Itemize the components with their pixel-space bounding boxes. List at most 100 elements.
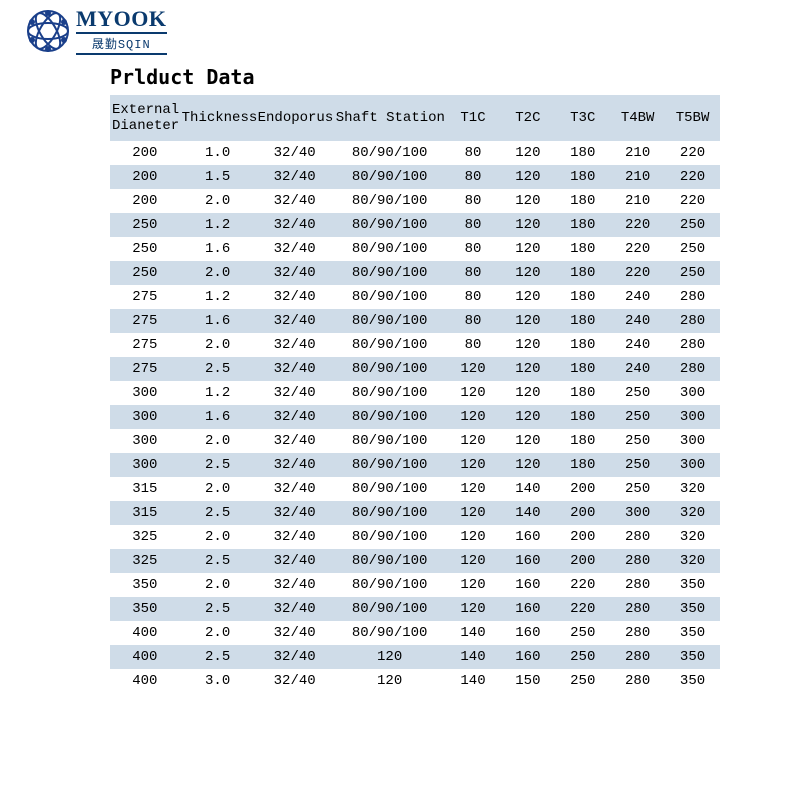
table-cell: 2.5 [180, 453, 256, 477]
table-cell: 300 [610, 501, 665, 525]
table-cell: 280 [610, 549, 665, 573]
table-cell: 300 [665, 429, 720, 453]
table-cell: 275 [110, 333, 180, 357]
table-cell: 200 [555, 525, 610, 549]
table-cell: 2.0 [180, 429, 256, 453]
table-cell: 80/90/100 [334, 237, 446, 261]
table-cell: 325 [110, 549, 180, 573]
table-cell: 80/90/100 [334, 573, 446, 597]
table-cell: 180 [555, 213, 610, 237]
table-cell: 240 [610, 285, 665, 309]
table-cell: 400 [110, 645, 180, 669]
logo-text-block: MYOOK 晟勤SQIN [76, 6, 167, 55]
table-cell: 32/40 [256, 285, 334, 309]
table-cell: 80/90/100 [334, 381, 446, 405]
table-row: 3502.032/4080/90/100120160220280350 [110, 573, 720, 597]
table-cell: 300 [110, 381, 180, 405]
table-row: 2502.032/4080/90/10080120180220250 [110, 261, 720, 285]
table-cell: 200 [555, 501, 610, 525]
table-cell: 2.0 [180, 525, 256, 549]
table-cell: 80/90/100 [334, 285, 446, 309]
product-data-table-wrap: External Dianeter Thickness Endoporus Sh… [110, 95, 720, 693]
table-cell: 250 [610, 429, 665, 453]
table-row: 3001.632/4080/90/100120120180250300 [110, 405, 720, 429]
table-cell: 250 [610, 453, 665, 477]
table-cell: 32/40 [256, 381, 334, 405]
table-cell: 140 [500, 477, 555, 501]
table-cell: 275 [110, 309, 180, 333]
table-row: 2752.032/4080/90/10080120180240280 [110, 333, 720, 357]
table-cell: 2.0 [180, 573, 256, 597]
table-cell: 250 [610, 381, 665, 405]
table-cell: 160 [500, 525, 555, 549]
table-cell: 200 [110, 189, 180, 213]
table-cell: 80/90/100 [334, 453, 446, 477]
table-cell: 32/40 [256, 525, 334, 549]
table-cell: 300 [110, 453, 180, 477]
table-cell: 2.5 [180, 357, 256, 381]
table-cell: 32/40 [256, 405, 334, 429]
table-cell: 350 [665, 645, 720, 669]
table-cell: 120 [446, 573, 501, 597]
table-cell: 120 [446, 405, 501, 429]
table-cell: 180 [555, 141, 610, 165]
table-cell: 80/90/100 [334, 165, 446, 189]
table-cell: 80 [446, 213, 501, 237]
table-cell: 32/40 [256, 645, 334, 669]
col-t3c: T3C [555, 95, 610, 141]
table-cell: 280 [665, 357, 720, 381]
table-row: 2751.232/4080/90/10080120180240280 [110, 285, 720, 309]
table-cell: 120 [500, 237, 555, 261]
table-cell: 120 [446, 549, 501, 573]
table-cell: 210 [610, 165, 665, 189]
table-cell: 80 [446, 189, 501, 213]
table-cell: 120 [500, 429, 555, 453]
table-cell: 320 [665, 477, 720, 501]
table-cell: 120 [500, 213, 555, 237]
table-cell: 3.0 [180, 669, 256, 693]
table-cell: 32/40 [256, 357, 334, 381]
table-cell: 320 [665, 525, 720, 549]
table-cell: 220 [610, 237, 665, 261]
table-cell: 300 [665, 405, 720, 429]
table-cell: 160 [500, 549, 555, 573]
table-cell: 140 [500, 501, 555, 525]
table-cell: 80/90/100 [334, 261, 446, 285]
table-cell: 160 [500, 573, 555, 597]
table-row: 4002.032/4080/90/100140160250280350 [110, 621, 720, 645]
col-thickness: Thickness [180, 95, 256, 141]
table-cell: 320 [665, 549, 720, 573]
table-cell: 280 [610, 573, 665, 597]
table-cell: 180 [555, 189, 610, 213]
table-cell: 80/90/100 [334, 429, 446, 453]
table-cell: 2.5 [180, 645, 256, 669]
table-cell: 1.0 [180, 141, 256, 165]
table-cell: 32/40 [256, 501, 334, 525]
table-row: 3002.532/4080/90/100120120180250300 [110, 453, 720, 477]
table-cell: 32/40 [256, 573, 334, 597]
table-cell: 200 [555, 477, 610, 501]
table-cell: 120 [500, 405, 555, 429]
table-cell: 280 [610, 525, 665, 549]
col-endoporus: Endoporus [256, 95, 334, 141]
table-cell: 32/40 [256, 237, 334, 261]
table-cell: 280 [610, 669, 665, 693]
table-cell: 350 [665, 597, 720, 621]
col-t1c: T1C [446, 95, 501, 141]
table-cell: 200 [110, 141, 180, 165]
table-cell: 2.5 [180, 549, 256, 573]
table-cell: 120 [500, 165, 555, 189]
table-cell: 80/90/100 [334, 549, 446, 573]
table-cell: 315 [110, 477, 180, 501]
table-cell: 275 [110, 357, 180, 381]
table-cell: 250 [610, 477, 665, 501]
table-cell: 250 [110, 237, 180, 261]
table-cell: 250 [110, 213, 180, 237]
table-row: 4003.032/40120140150250280350 [110, 669, 720, 693]
table-row: 2002.032/4080/90/10080120180210220 [110, 189, 720, 213]
table-cell: 80/90/100 [334, 189, 446, 213]
table-cell: 120 [500, 381, 555, 405]
table-cell: 120 [500, 189, 555, 213]
table-cell: 400 [110, 669, 180, 693]
table-cell: 1.5 [180, 165, 256, 189]
